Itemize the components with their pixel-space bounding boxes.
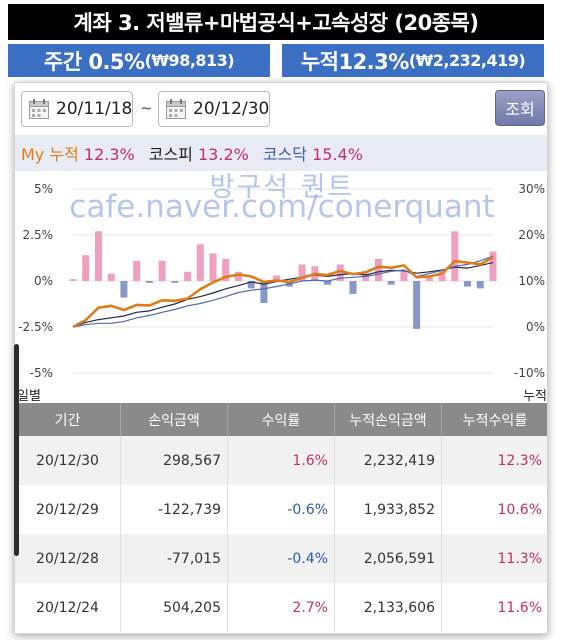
daily-bar [336, 264, 344, 281]
daily-bar [158, 260, 166, 281]
daily-bar [196, 244, 204, 281]
daily-bar [145, 281, 153, 283]
daily-bar [413, 281, 421, 329]
legend-kospi: 코스피 13.2% [148, 145, 249, 164]
left-tick-label: -2.5% [18, 320, 53, 334]
calendar-icon [29, 99, 49, 119]
daily-bar [374, 258, 382, 281]
daily-bar [184, 271, 192, 281]
table-row: 20/12/30 298,567 1.6% 2,232,419 12.3% [15, 436, 547, 485]
returns-table: 기간 손익금액 수익률 누적손익금액 누적수익률 20/12/30 298,56… [15, 403, 547, 632]
daily-bar [222, 258, 230, 281]
left-tick-label: 2.5% [23, 228, 54, 242]
daily-bar [362, 273, 370, 281]
daily-bar [438, 269, 446, 281]
end-date-field[interactable]: 20/12/30 [158, 91, 270, 127]
page-title: 계좌 3. 저밸류+마법공식+고속성장 (20종목) [8, 4, 544, 40]
daily-bar [464, 281, 472, 287]
watermark-title: 방구석 퀀트 [209, 172, 355, 203]
search-button[interactable]: 조회 [495, 90, 545, 126]
daily-bar [234, 271, 242, 281]
daily-bar [209, 253, 217, 281]
daily-bar [82, 255, 90, 281]
table-body: 20/12/30 298,567 1.6% 2,232,419 12.3% 20… [15, 436, 547, 632]
left-axis-label: 일별 [17, 389, 41, 403]
daily-bar [489, 251, 497, 281]
right-tick-label: 20% [518, 228, 545, 242]
cell-pnl: -77,015 [121, 534, 228, 583]
header-period: 기간 [15, 403, 121, 436]
header-return: 수익률 [228, 403, 335, 436]
start-date-field[interactable]: 20/11/18 [21, 91, 133, 127]
watermark-url: cafe.naver.com/conerquant [69, 189, 495, 225]
cell-date: 20/12/28 [15, 534, 121, 583]
left-tick-label: 5% [34, 182, 53, 196]
weekly-return-badge: 주간 0.5% (₩98,813) [8, 44, 270, 77]
cell-cum-return: 10.6% [442, 485, 547, 534]
cell-cum-pnl: 1,933,852 [335, 485, 442, 534]
right-tick-label: 30% [518, 182, 545, 196]
daily-bar [476, 281, 484, 289]
daily-bar [451, 231, 459, 281]
daily-bar [298, 264, 306, 281]
daily-bar [94, 231, 102, 281]
kosdaq-line [72, 255, 494, 328]
right-tick-label: 10% [518, 274, 545, 288]
scroll-handle[interactable] [14, 344, 19, 556]
cell-pnl: 298,567 [121, 436, 228, 485]
cell-return: 2.7% [228, 583, 335, 632]
returns-panel: 20/11/18 ~ 20/12/30 조회 My 누적 12.3% 코스피 1… [14, 82, 548, 634]
daily-bar [247, 281, 255, 289]
cell-cum-return: 12.3% [442, 436, 547, 485]
returns-chart: 5% 30% 2.5% 20% 0% 10% -2.5% 0% -5% -10% 일별 누적 [17, 182, 547, 403]
cell-return: -0.6% [228, 485, 335, 534]
cell-cum-return: 11.6% [442, 583, 547, 632]
cell-date: 20/12/24 [15, 583, 121, 632]
daily-bar [260, 281, 268, 304]
cell-date: 20/12/30 [15, 436, 121, 485]
right-tick-label: 0% [526, 320, 545, 334]
cell-return: 1.6% [228, 436, 335, 485]
header-pnl: 손익금액 [121, 403, 228, 436]
daily-bar [273, 275, 281, 281]
axis-ticks: 5% 30% 2.5% 20% 0% 10% -2.5% 0% -5% -10% [18, 182, 545, 380]
cell-pnl: -122,739 [121, 485, 228, 534]
cumulative-return-badge: 누적12.3% (₩2,232,419) [282, 44, 544, 77]
table-row: 20/12/28 -77,015 -0.4% 2,056,591 11.3% [15, 534, 547, 583]
daily-bar [107, 273, 115, 281]
cell-cum-return: 11.3% [442, 534, 547, 583]
cell-date: 20/12/29 [15, 485, 121, 534]
my-cumulative-line [72, 255, 494, 329]
table-header: 기간 손익금액 수익률 누적손익금액 누적수익률 [15, 403, 547, 436]
table-row: 20/12/24 504,205 2.7% 2,133,606 11.6% [15, 583, 547, 632]
cell-cum-pnl: 2,133,606 [335, 583, 442, 632]
daily-bar [133, 260, 141, 281]
cell-cum-pnl: 2,056,591 [335, 534, 442, 583]
daily-bar [400, 271, 408, 281]
daily-bar [69, 279, 77, 281]
date-range-bar: 20/11/18 ~ 20/12/30 조회 [15, 83, 547, 133]
right-tick-label: -10% [514, 366, 545, 380]
cell-pnl: 504,205 [121, 583, 228, 632]
table-row: 20/12/29 -122,739 -0.6% 1,933,852 10.6% [15, 485, 547, 534]
legend-kosdaq: 코스닥 15.4% [262, 145, 363, 164]
daily-bar [324, 281, 332, 285]
chart-legend: My 누적 12.3% 코스피 13.2% 코스닥 15.4% [15, 135, 547, 171]
right-axis-label: 누적 [523, 389, 547, 403]
left-tick-label: 0% [34, 274, 53, 288]
daily-bar [171, 281, 179, 283]
header-cum-return: 누적수익률 [442, 403, 547, 436]
calendar-icon [166, 99, 186, 119]
legend-my: My 누적 12.3% [21, 145, 135, 164]
left-tick-label: -5% [30, 366, 53, 380]
header-cum-pnl: 누적손익금액 [335, 403, 442, 436]
daily-bar [387, 281, 395, 285]
daily-bar [425, 277, 433, 281]
daily-bar [120, 281, 128, 298]
date-separator: ~ [140, 99, 153, 117]
cell-return: -0.4% [228, 534, 335, 583]
daily-bar [349, 281, 357, 294]
cumulative-lines [72, 255, 494, 329]
cell-cum-pnl: 2,232,419 [335, 436, 442, 485]
